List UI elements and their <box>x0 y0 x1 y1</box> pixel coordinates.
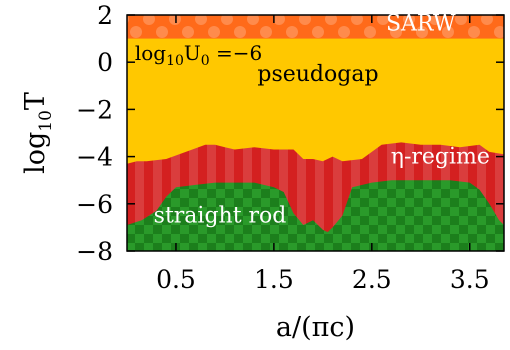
param-u: U <box>184 41 201 65</box>
param-value: =−6 <box>210 41 263 65</box>
y-tick-label: 0 <box>97 48 113 77</box>
x-tick-label: 0.5 <box>156 265 196 294</box>
y-tick-label: −6 <box>76 190 113 219</box>
x-tick-label: 1.5 <box>254 265 294 294</box>
label-sarw: SARW <box>386 11 456 36</box>
x-axis-title: a/(πc) <box>276 312 355 343</box>
y-tick-label: −4 <box>76 143 113 172</box>
label-eta-regime: η-regime <box>391 145 490 170</box>
x-tick-label: 3.5 <box>450 265 490 294</box>
y-axis-title-log: log <box>20 132 51 174</box>
param-sub-10: 10 <box>166 53 184 69</box>
parameter-label: log10U0 =−6 <box>135 41 262 69</box>
y-axis-title-sub: 10 <box>36 110 56 132</box>
y-tick-label: −2 <box>76 95 113 124</box>
y-tick-label: 2 <box>97 1 113 30</box>
param-sub-0: 0 <box>201 53 210 69</box>
y-tick-label: −8 <box>76 237 113 266</box>
label-straight-rod: straight rod <box>154 204 287 229</box>
label-pseudogap: pseudogap <box>257 62 378 87</box>
x-tick-label: 2.5 <box>352 265 392 294</box>
param-log: log <box>135 41 166 65</box>
y-axis-title: log10T <box>20 92 56 174</box>
y-axis-title-t: T <box>20 92 51 110</box>
region-sarw <box>127 15 504 39</box>
region-straight-rod <box>127 180 504 251</box>
plot-frame <box>126 14 505 252</box>
